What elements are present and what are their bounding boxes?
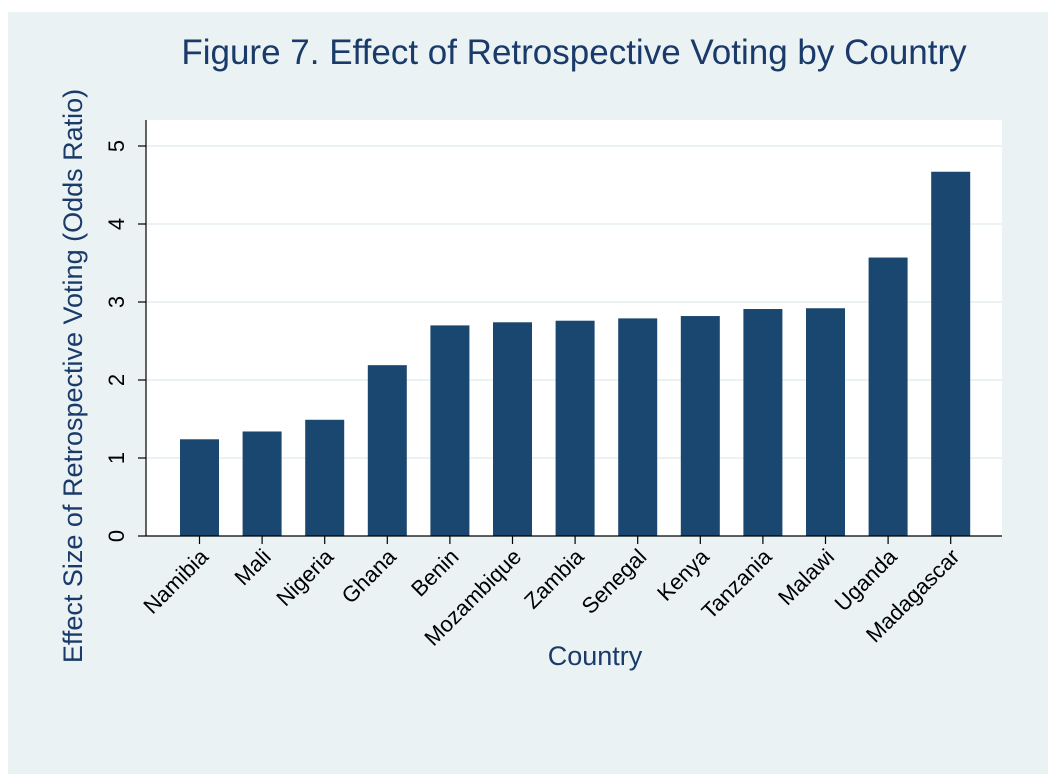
bar-kenya: [680, 316, 720, 536]
bar-senegal: [618, 318, 658, 536]
bar-madagascar: [931, 171, 971, 537]
y-tick-label: 5: [104, 140, 129, 152]
bar-zambia: [555, 320, 595, 536]
y-tick-label: 4: [104, 218, 129, 230]
bar-mali: [242, 431, 282, 536]
y-tick-label: 1: [104, 452, 129, 464]
bar-nigeria: [305, 419, 345, 536]
bar-uganda: [868, 257, 908, 536]
bar-ghana: [367, 365, 407, 536]
bar-namibia: [180, 439, 219, 536]
y-tick-label: 0: [104, 530, 129, 542]
chart-title: Figure 7. Effect of Retrospective Voting…: [181, 33, 967, 72]
y-tick-label: 3: [104, 296, 129, 308]
bar-mozambique: [493, 322, 532, 536]
bar-tanzania: [743, 309, 783, 536]
y-axis-title: Effect Size of Retrospective Voting (Odd…: [58, 89, 88, 663]
y-axis-ticks: 0 1 2 3 4 5: [104, 140, 146, 542]
bar-malawi: [806, 308, 845, 536]
y-tick-label: 2: [104, 374, 129, 386]
bar-benin: [430, 325, 470, 536]
x-axis-title: Country: [548, 641, 643, 671]
bars: [180, 171, 971, 537]
